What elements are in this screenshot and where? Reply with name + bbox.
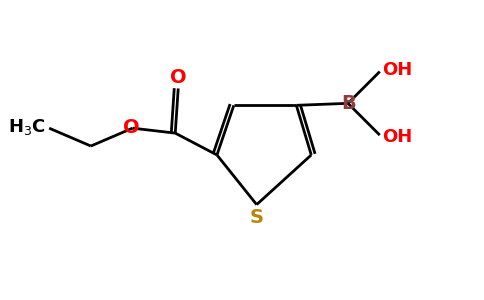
Text: O: O bbox=[123, 118, 140, 137]
Text: B: B bbox=[342, 94, 356, 113]
Text: OH: OH bbox=[382, 128, 412, 146]
Text: O: O bbox=[170, 68, 186, 87]
Text: H$_3$C: H$_3$C bbox=[8, 117, 46, 137]
Text: S: S bbox=[250, 208, 264, 227]
Text: OH: OH bbox=[382, 61, 412, 79]
